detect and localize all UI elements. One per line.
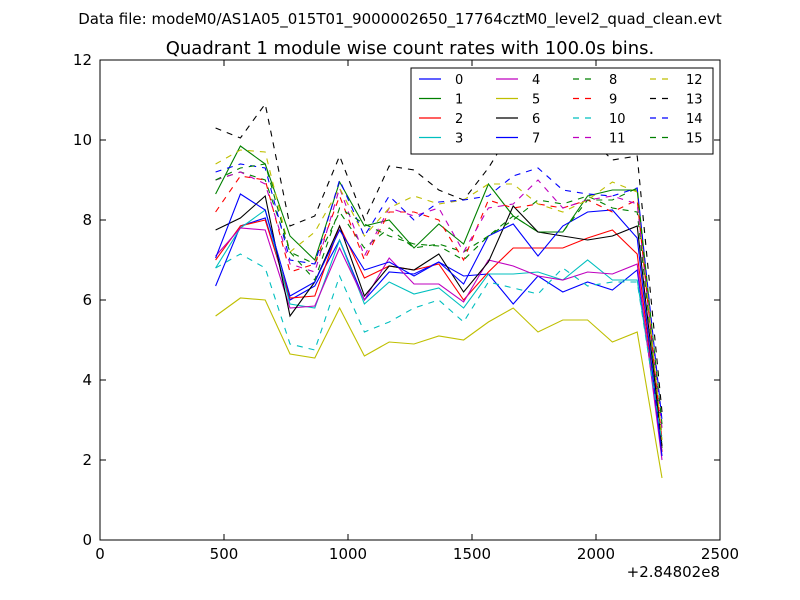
y-tick-label: 6	[82, 291, 92, 309]
series-line-1	[215, 145, 663, 449]
series-line-11	[215, 171, 663, 429]
legend-label-10: 10	[609, 112, 626, 127]
x-offset-label: +2.84802e8	[627, 563, 720, 581]
x-tick-label: 0	[95, 545, 105, 563]
y-tick-label: 12	[73, 51, 92, 69]
series-line-4	[215, 227, 663, 461]
legend-label-4: 4	[532, 73, 540, 88]
series-line-14	[215, 163, 663, 421]
y-tick-label: 10	[73, 131, 92, 149]
x-tick-label: 1500	[453, 545, 491, 563]
chart-suptitle: Data file: modeM0/AS1A05_015T01_90000026…	[78, 10, 722, 29]
x-tick-label: 2500	[701, 545, 739, 563]
chart-title: Quadrant 1 module wise count rates with …	[166, 38, 655, 59]
series-line-3	[215, 209, 663, 441]
legend-label-2: 2	[455, 112, 463, 127]
legend-label-11: 11	[609, 132, 626, 147]
x-tick-label: 1000	[329, 545, 367, 563]
x-tick-label: 2000	[577, 545, 615, 563]
legend-label-5: 5	[532, 93, 540, 108]
series-line-12	[215, 149, 663, 441]
legend-label-12: 12	[686, 73, 703, 88]
y-tick-label: 4	[82, 371, 92, 389]
y-tick-label: 0	[82, 531, 92, 549]
x-tick-label: 500	[210, 545, 239, 563]
plot-lines	[215, 102, 663, 479]
legend-label-0: 0	[455, 73, 463, 88]
legend-label-15: 15	[686, 132, 703, 147]
series-line-10	[215, 253, 663, 443]
legend-label-1: 1	[455, 93, 463, 108]
series-line-5	[215, 297, 663, 479]
series-line-2	[215, 219, 663, 453]
y-tick-label: 2	[82, 451, 92, 469]
legend-label-3: 3	[455, 132, 463, 147]
legend-label-14: 14	[686, 112, 703, 127]
series-line-6	[215, 194, 663, 447]
legend-label-8: 8	[609, 73, 617, 88]
legend-label-9: 9	[609, 93, 617, 108]
series-line-7	[215, 193, 663, 457]
y-tick-label: 8	[82, 211, 92, 229]
series-line-0	[215, 217, 663, 453]
series-line-15	[215, 163, 663, 425]
legend-frame	[410, 67, 714, 155]
legend-label-13: 13	[686, 93, 703, 108]
legend-label-6: 6	[532, 112, 540, 127]
legend-label-7: 7	[532, 132, 540, 147]
